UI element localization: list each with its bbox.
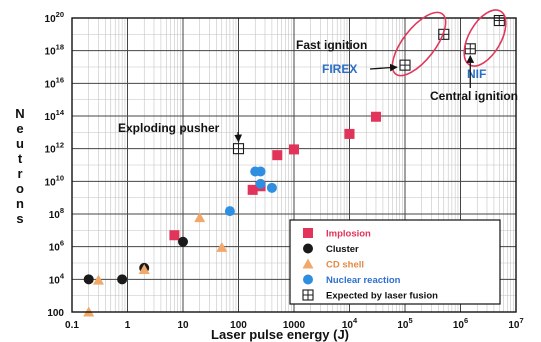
y-tick-label: 1018 (45, 43, 64, 58)
expected-by-laser-fusion-point (399, 59, 411, 71)
legend-marker-cd-shell (302, 258, 314, 269)
implosion-point (247, 184, 258, 195)
x-axis-title: Laser pulse energy (J) (211, 327, 349, 342)
y-tick-label: 1020 (45, 10, 64, 25)
x-tick-label: 100 (230, 320, 247, 331)
annotations: Fast ignition FIREX NIF Central ignition Exp… (118, 9, 518, 143)
legend-marker-nuclear-reaction (303, 274, 313, 285)
y-tick-label: 1016 (45, 75, 64, 90)
cluster-point (83, 274, 94, 285)
expected-by-laser-fusion-point (493, 14, 505, 27)
nuclear-reaction-point (255, 166, 266, 177)
implosion-point (169, 230, 180, 241)
legend-label-expected-by-laser-fusion: Expected by laser fusion (326, 291, 438, 302)
x-tick-label: 106 (453, 316, 468, 331)
nuclear-reaction-point (255, 178, 266, 189)
data-marks (83, 14, 505, 317)
cd-shell-point (138, 263, 150, 274)
implosion-point (344, 128, 355, 139)
y-tick-label: 104 (49, 271, 65, 286)
tick-labels: 0.1 1 10 100 1000 104 105 106 107 100 104 106 108 101… (45, 10, 524, 331)
firex-arrow (369, 63, 398, 72)
firex-label: FIREX (322, 62, 357, 76)
x-tick-label: 1 (125, 320, 131, 331)
cluster-point (178, 236, 188, 247)
x-tick-label: 104 (342, 316, 358, 331)
legend-label-cluster: Cluster (326, 244, 359, 255)
x-tick-label: 0.1 (65, 320, 79, 331)
nif-label: NIF (467, 67, 486, 81)
exploding-pusher-arrow (234, 131, 243, 143)
y-tick-label: 1012 (45, 141, 64, 156)
expected-by-laser-fusion-point (232, 143, 245, 155)
central-ignition-label: Central ignition (430, 89, 518, 103)
x-tick-label: 10 (177, 320, 189, 331)
legend-label-implosion: Implosion (326, 229, 371, 240)
x-tick-label: 105 (397, 316, 412, 331)
expected-by-laser-fusion-point (464, 43, 476, 55)
nuclear-reaction-point (224, 206, 235, 217)
x-tick-label: 1000 (283, 320, 306, 331)
y-tick-label: 106 (49, 239, 64, 254)
implosion-point (272, 150, 283, 161)
legend-marker-implosion (303, 228, 313, 238)
legend-label-nuclear-reaction: Nuclear reaction (326, 275, 401, 286)
plot-frame (71, 17, 517, 313)
central-ignition-ellipse (463, 9, 507, 67)
cd-shell-point (216, 241, 228, 252)
y-tick-label: 1010 (45, 173, 64, 188)
cd-shell-point (92, 274, 104, 285)
y-tick-label: 1014 (45, 108, 65, 123)
y-tick-label: 100 (47, 308, 64, 319)
implosion-point (370, 111, 381, 122)
legend-box (289, 219, 501, 305)
x-tick-label: 107 (508, 316, 523, 331)
legend: Implosion Cluster CD shell Nuclear reaction… (289, 219, 501, 305)
cd-shell-point (194, 212, 206, 223)
legend-marker-cluster (303, 243, 313, 254)
legend-marker-expected-by-laser-fusion (302, 289, 314, 301)
fast-ignition-label: Fast ignition (296, 38, 367, 52)
exploding-pusher-label: Exploding pusher (118, 121, 220, 135)
fast-ignition-ellipse (391, 11, 447, 77)
cluster-point (117, 274, 128, 285)
y-tick-label: 108 (49, 206, 64, 221)
legend-label-cd-shell: CD shell (326, 260, 364, 271)
implosion-point (289, 144, 299, 155)
nuclear-reaction-point (266, 182, 277, 193)
